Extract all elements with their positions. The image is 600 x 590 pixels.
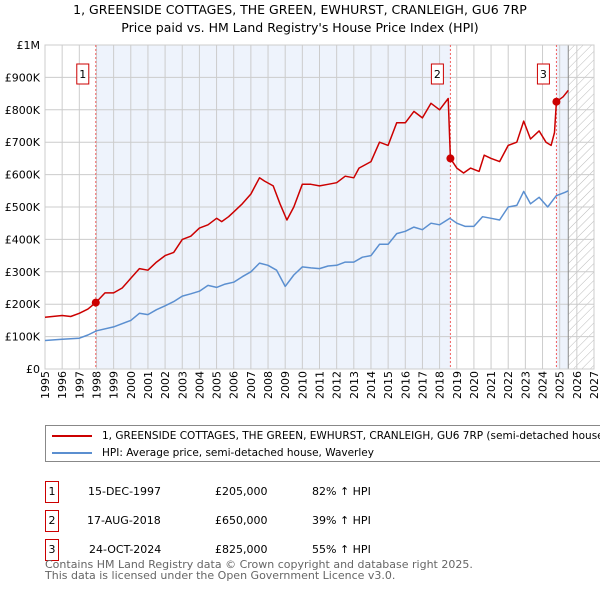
x-tick-label: 2010 <box>296 371 309 399</box>
x-tick-label: 2007 <box>245 371 258 399</box>
x-tick-label: 2018 <box>434 371 447 399</box>
chart-title: 1, GREENSIDE COTTAGES, THE GREEN, EWHURS… <box>73 2 527 17</box>
y-tick-label: £100K <box>5 331 41 344</box>
x-tick-label: 2008 <box>262 371 275 399</box>
x-tick-label: 2025 <box>554 371 567 399</box>
x-tick-label: 2026 <box>571 371 584 399</box>
x-tick-label: 2021 <box>485 371 498 399</box>
sale-hpi: 39% ↑ HPI <box>312 514 371 527</box>
sale-label: 2 <box>434 68 441 81</box>
legend-item-hpi: HPI: Average price, semi-detached house,… <box>52 445 374 461</box>
sale-marker: 3 <box>45 539 59 561</box>
x-tick-label: 1995 <box>39 371 52 399</box>
x-tick-label: 2022 <box>502 371 515 399</box>
y-tick-label: £800K <box>5 104 41 117</box>
x-tick-label: 2009 <box>279 371 292 399</box>
sale-price: £825,000 <box>215 543 268 556</box>
x-tick-label: 2004 <box>193 371 206 399</box>
sale-row: 1 15-DEC-1997 £205,000 82% ↑ HPI <box>45 481 445 503</box>
x-tick-label: 2019 <box>451 371 464 399</box>
price-chart: 1995 1996 1997 1998 1999 2000 2001 2002 2003 2004… <box>5 39 600 399</box>
legend-item-property: 1, GREENSIDE COTTAGES, THE GREEN, EWHURS… <box>52 428 600 444</box>
x-tick-label: 2014 <box>365 371 378 399</box>
sale-row: 2 17-AUG-2018 £650,000 39% ↑ HPI <box>45 510 445 532</box>
legend-blue-line <box>52 452 92 454</box>
sale-price: £650,000 <box>215 514 268 527</box>
y-tick-label: £400K <box>5 233 41 246</box>
legend-red-line <box>52 435 92 437</box>
y-tick-label: £300K <box>5 266 41 279</box>
sale-date: 15-DEC-1997 <box>88 485 162 498</box>
sale-price: £205,000 <box>215 485 268 498</box>
copyright-text: Contains HM Land Registry data © Crown c… <box>45 558 473 571</box>
legend: 1, GREENSIDE COTTAGES, THE GREEN, EWHURS… <box>45 425 600 462</box>
x-tick-label: 1997 <box>73 371 86 399</box>
plot-frame <box>44 44 595 370</box>
x-tick-label: 2017 <box>416 371 429 399</box>
x-tick-label: 2003 <box>176 371 189 399</box>
y-tick-label: £700K <box>5 136 41 149</box>
x-tick-label: 2016 <box>399 371 412 399</box>
x-tick-label: 2001 <box>142 371 155 399</box>
chart-subtitle: Price paid vs. HM Land Registry's House … <box>121 20 479 35</box>
sale-label-box <box>430 63 444 85</box>
sale-point <box>446 154 455 163</box>
x-tick-label: 2005 <box>211 371 224 399</box>
y-tick-label: £200K <box>5 298 41 311</box>
x-tick-label: 2020 <box>468 371 481 399</box>
x-tick-label: 2012 <box>331 371 344 399</box>
sale-marker: 1 <box>45 481 59 503</box>
sale-row: 3 24-OCT-2024 £825,000 55% ↑ HPI <box>45 539 445 561</box>
sale-hpi: 55% ↑ HPI <box>312 543 371 556</box>
sale-label-box <box>76 63 90 85</box>
x-tick-label: 2027 <box>588 371 600 399</box>
y-tick-label: £500K <box>5 201 41 214</box>
sale-marker: 2 <box>45 510 59 532</box>
sale-label-box <box>536 63 550 85</box>
x-tick-label: 1999 <box>108 371 121 399</box>
y-tick-label: £0 <box>26 363 40 376</box>
sale-label: 3 <box>540 68 547 81</box>
sale-point <box>552 97 561 106</box>
x-tick-label: 2024 <box>537 371 550 399</box>
sale-point <box>91 298 100 307</box>
legend-label: HPI: Average price, semi-detached house,… <box>102 447 374 459</box>
property-price-line <box>44 89 569 318</box>
x-tick-label: 2002 <box>159 371 172 399</box>
x-tick-label: 2023 <box>519 371 532 399</box>
license-text: This data is licensed under the Open Gov… <box>45 569 396 582</box>
x-tick-label: 2000 <box>125 371 138 399</box>
sale-date: 24-OCT-2024 <box>89 543 162 556</box>
sale-hpi: 82% ↑ HPI <box>312 485 371 498</box>
sale-label: 1 <box>79 68 86 81</box>
x-tick-label: 1998 <box>90 371 103 399</box>
legend-label: 1, GREENSIDE COTTAGES, THE GREEN, EWHURS… <box>102 430 600 442</box>
sale-date: 17-AUG-2018 <box>87 514 161 527</box>
x-tick-label: 2006 <box>228 371 241 399</box>
x-tick-label: 2011 <box>314 371 327 399</box>
x-tick-label: 2013 <box>348 371 361 399</box>
hpi-line <box>44 190 569 342</box>
x-tick-label: 1996 <box>56 371 69 399</box>
y-tick-label: £600K <box>5 169 41 182</box>
y-tick-label: £1M <box>17 39 41 52</box>
footer: Contains HM Land Registry data © Crown c… <box>45 559 473 581</box>
x-tick-label: 2015 <box>382 371 395 399</box>
y-tick-label: £900K <box>5 71 41 84</box>
